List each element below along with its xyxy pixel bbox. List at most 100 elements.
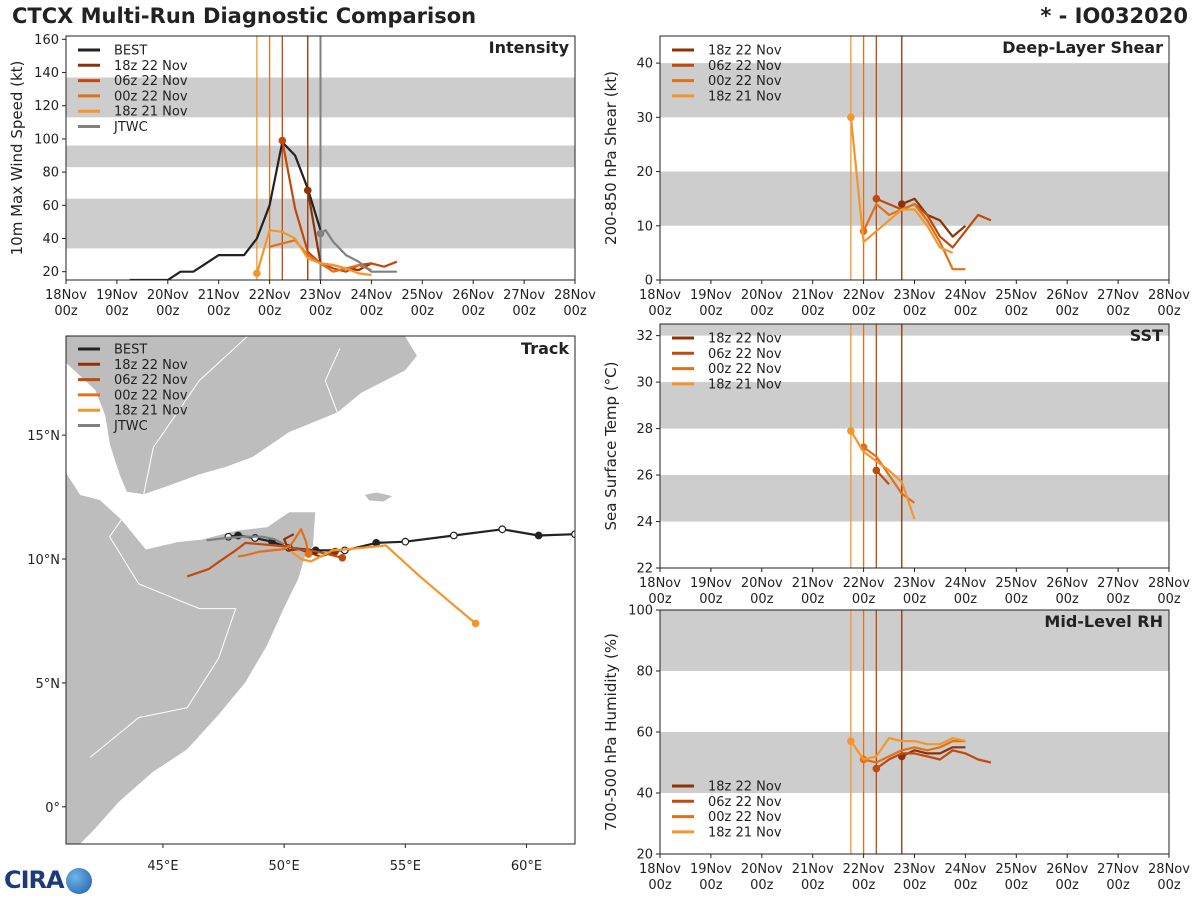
legend-label: 06z 22 Nov xyxy=(114,74,188,89)
series-line-18z-22-Nov xyxy=(901,746,966,758)
x-tick-label-day: 26Nov xyxy=(1046,576,1088,591)
x-tick-label-hour: 00z xyxy=(1106,592,1130,607)
y-tick-label: 24 xyxy=(636,515,653,530)
legend-label: 18z 21 Nov xyxy=(114,105,188,120)
series-line-00z-22-Nov xyxy=(863,739,966,764)
legend-label: 06z 22 Nov xyxy=(114,373,188,388)
x-tick-label-day: 19Nov xyxy=(690,862,732,877)
x-tick-label-day: 22Nov xyxy=(843,862,885,877)
x-tick-label-day: 28Nov xyxy=(554,288,596,303)
x-tick-label-hour: 00z xyxy=(903,592,927,607)
x-tick-label-day: 20Nov xyxy=(741,862,783,877)
lat-tick-label: 15°N xyxy=(27,429,60,444)
track-marker-00z-22-Nov xyxy=(304,550,313,558)
x-tick-label-hour: 00z xyxy=(54,304,78,319)
x-tick-label-hour: 00z xyxy=(648,304,672,319)
y-tick-label: 120 xyxy=(34,99,59,114)
x-tick-label-day: 20Nov xyxy=(147,288,189,303)
x-tick-label-hour: 00z xyxy=(1106,304,1130,319)
x-tick-label-day: 19Nov xyxy=(690,288,732,303)
x-tick-label-day: 18Nov xyxy=(639,576,681,591)
x-tick-label-hour: 00z xyxy=(1157,878,1181,893)
legend-label: 18z 21 Nov xyxy=(114,404,188,419)
x-tick-label-day: 21Nov xyxy=(792,862,834,877)
track-line-JTWC xyxy=(206,535,285,546)
x-tick-label-day: 22Nov xyxy=(843,288,885,303)
x-tick-label-day: 24Nov xyxy=(944,288,986,303)
lat-tick-label: 10°N xyxy=(27,553,60,568)
x-tick-label-day: 19Nov xyxy=(96,288,138,303)
legend-label: 06z 22 Nov xyxy=(708,59,782,74)
track-line-00z-22-Nov xyxy=(237,528,310,558)
series-marker-18z-21-Nov xyxy=(847,737,855,745)
x-tick-label-hour: 00z xyxy=(954,878,978,893)
y-tick-label: 140 xyxy=(34,66,59,81)
panel-rh: 2040608010018Nov00z19Nov00z20Nov00z21Nov… xyxy=(602,604,1190,894)
x-tick-label-hour: 00z xyxy=(648,592,672,607)
x-tick-label-hour: 00z xyxy=(1056,304,1080,319)
series-marker-18z-21-Nov xyxy=(847,427,855,435)
series-marker-06z-22-Nov xyxy=(872,194,881,203)
y-tick-label: 100 xyxy=(628,604,653,619)
legend-label: 00z 22 Nov xyxy=(114,388,188,403)
x-tick-label-day: 25Nov xyxy=(995,288,1037,303)
map-frame xyxy=(65,335,576,845)
x-tick-label-hour: 00z xyxy=(954,592,978,607)
x-tick-label-hour: 00z xyxy=(699,878,723,893)
shaded-band-0 xyxy=(660,475,1169,522)
x-tick-label-hour: 00z xyxy=(105,304,129,319)
legend-label: 18z 21 Nov xyxy=(708,377,782,392)
x-tick-label-hour: 00z xyxy=(903,304,927,319)
x-tick-label-day: 24Nov xyxy=(350,288,392,303)
legend-label: 18z 22 Nov xyxy=(708,780,782,795)
track-marker-06z-22-Nov xyxy=(338,553,347,562)
best-track-point xyxy=(534,531,543,540)
x-tick-label-hour: 00z xyxy=(207,304,231,319)
series-line-18z-22-Nov xyxy=(901,197,967,238)
track-line-18z-21-Nov xyxy=(290,544,477,625)
series-line-BEST xyxy=(129,141,322,280)
y-axis-label: Sea Surface Temp (°C) xyxy=(602,361,620,530)
x-tick-label-day: 23Nov xyxy=(894,288,936,303)
y-axis-label: 200-850 hPa Shear (kt) xyxy=(602,71,620,245)
shaded-band-1 xyxy=(660,63,1169,118)
x-tick-label-day: 18Nov xyxy=(45,288,87,303)
legend-label: JTWC xyxy=(113,120,148,135)
x-tick-label-hour: 00z xyxy=(1106,878,1130,893)
x-tick-label-hour: 00z xyxy=(954,304,978,319)
x-tick-label-day: 27Nov xyxy=(503,288,545,303)
x-tick-label-hour: 00z xyxy=(411,304,435,319)
plot-area xyxy=(660,610,1169,854)
series-line-18z-21-Nov xyxy=(849,430,916,520)
lon-tick-label: 55°E xyxy=(390,859,421,874)
best-track-point xyxy=(571,530,575,539)
x-tick-label-day: 26Nov xyxy=(1046,862,1088,877)
y-tick-label: 30 xyxy=(636,111,653,126)
x-tick-label-day: 22Nov xyxy=(249,288,291,303)
x-tick-label-day: 21Nov xyxy=(198,288,240,303)
x-tick-label-day: 22Nov xyxy=(843,576,885,591)
land-arabia xyxy=(66,336,418,496)
x-tick-label-hour: 00z xyxy=(903,878,927,893)
legend-label: 00z 22 Nov xyxy=(708,74,782,89)
x-tick-label-hour: 00z xyxy=(1005,878,1029,893)
y-tick-label: 100 xyxy=(34,132,59,147)
x-tick-label-day: 18Nov xyxy=(639,288,681,303)
plot-area xyxy=(66,36,575,280)
x-tick-label-hour: 00z xyxy=(699,592,723,607)
y-tick-label: 32 xyxy=(636,329,653,344)
y-tick-label: 30 xyxy=(636,376,653,391)
panel-title: Intensity xyxy=(489,38,570,57)
x-tick-label-hour: 00z xyxy=(750,878,774,893)
x-tick-label-hour: 00z xyxy=(801,304,825,319)
border-somalia xyxy=(89,519,237,758)
y-tick-label: 80 xyxy=(42,166,59,181)
x-tick-label-hour: 00z xyxy=(852,592,876,607)
y-axis-label: 700-500 hPa Humidity (%) xyxy=(602,633,620,831)
y-tick-label: 160 xyxy=(34,33,59,48)
panel-title: Deep-Layer Shear xyxy=(1002,38,1163,57)
panel-track: 45°E 50°E 55°E 60°E0°5°N10°N15°NTrackBEST18… xyxy=(27,335,576,874)
best-track-point xyxy=(401,537,410,546)
legend-label: 00z 22 Nov xyxy=(114,89,188,104)
series-line-18z-21-Nov xyxy=(849,117,954,254)
